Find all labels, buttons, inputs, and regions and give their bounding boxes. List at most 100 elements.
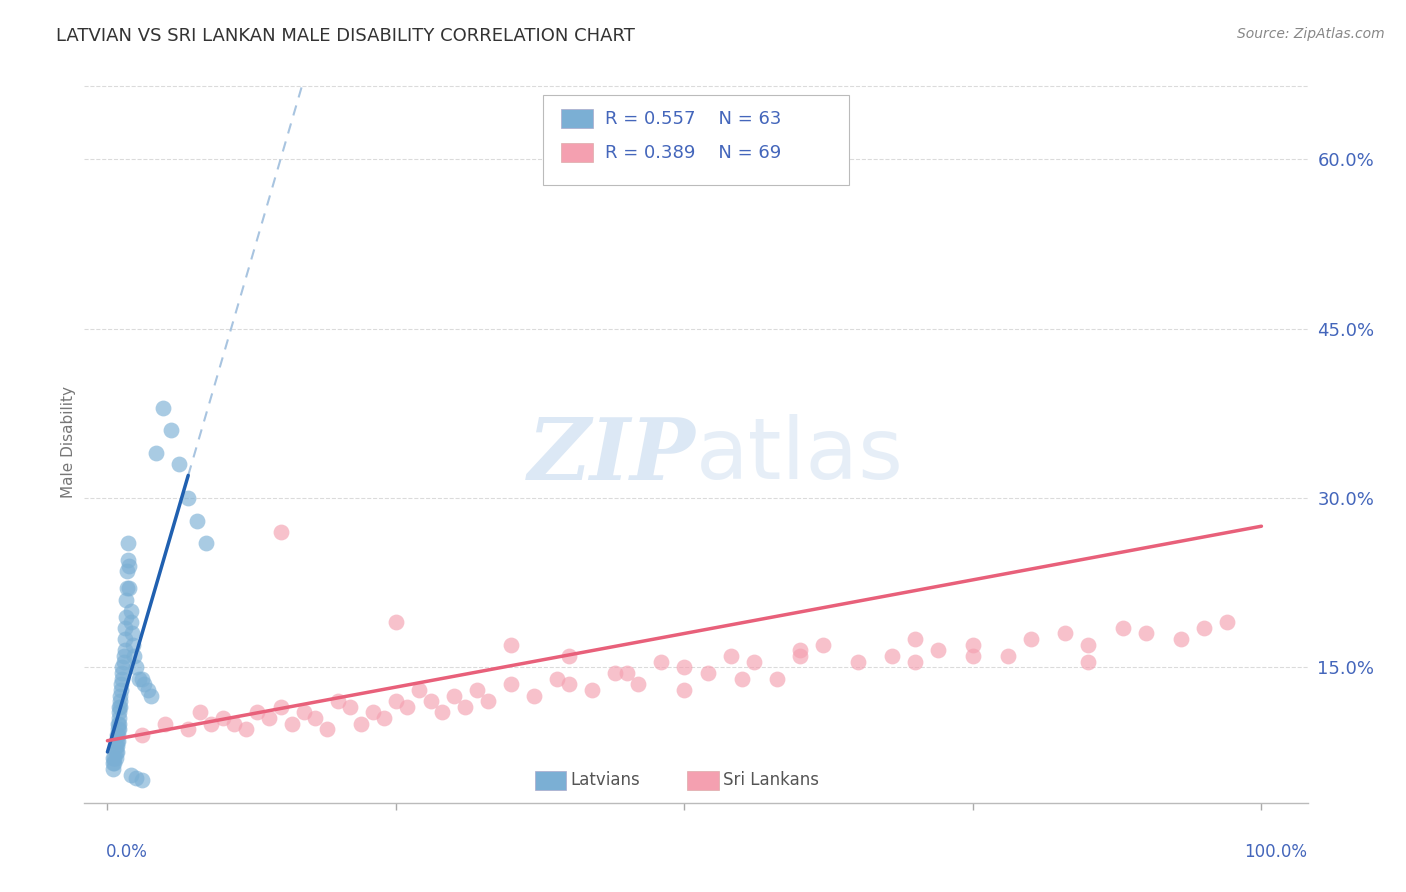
Point [105,739,128,754]
Point [110,677,132,691]
Point [108,699,131,714]
Point [1077,638,1099,652]
Point [136,682,159,697]
Point [120,604,142,618]
Text: Latvians: Latvians [569,771,640,789]
Point [765,672,787,686]
Text: Sri Lankans: Sri Lankans [723,771,818,789]
Point [1077,655,1099,669]
Point [103,750,125,764]
Point [501,677,523,691]
Point [224,716,246,731]
Point [246,706,269,720]
FancyBboxPatch shape [534,771,567,789]
Point [186,514,208,528]
Point [396,699,419,714]
Point [103,756,125,771]
Point [117,553,139,567]
Point [581,682,603,697]
Point [270,524,292,539]
Point [125,771,148,785]
Point [558,648,581,663]
Point [696,665,718,680]
Text: 0.0%: 0.0% [105,843,148,861]
Point [281,716,304,731]
Point [419,694,441,708]
Point [120,767,142,781]
Point [328,694,350,708]
Point [304,711,326,725]
Point [194,536,217,550]
Point [385,694,408,708]
Text: R = 0.389    N = 69: R = 0.389 N = 69 [606,144,782,161]
Point [211,711,233,725]
Point [177,723,200,737]
Point [1019,632,1042,646]
Point [742,655,765,669]
Point [141,689,163,703]
Text: ZIP: ZIP [529,414,696,498]
Point [673,682,696,697]
Point [152,401,174,415]
Point [1135,626,1157,640]
Text: R = 0.557    N = 63: R = 0.557 N = 63 [606,110,782,128]
Point [1054,626,1077,640]
Point [108,711,131,725]
Point [1216,615,1239,630]
Point [167,457,190,471]
Point [292,706,315,720]
Text: atlas: atlas [696,415,904,498]
Point [200,716,222,731]
Point [112,648,135,663]
Point [104,739,127,754]
Point [315,723,337,737]
Point [103,762,125,776]
Point [605,665,627,680]
Point [108,699,131,714]
Point [118,582,141,596]
Point [616,665,638,680]
Point [846,655,869,669]
Point [373,711,395,725]
Point [361,706,384,720]
Point [121,626,143,640]
Point [105,733,128,747]
Point [153,716,176,731]
Point [108,706,131,720]
Point [105,728,128,742]
Point [115,565,138,579]
Point [108,694,131,708]
Point [111,672,134,686]
Point [789,648,811,663]
Point [789,643,811,657]
Point [962,638,984,652]
Point [731,672,754,686]
Point [103,750,125,764]
Point [430,706,453,720]
Text: LATVIAN VS SRI LANKAN MALE DISABILITY CORRELATION CHART: LATVIAN VS SRI LANKAN MALE DISABILITY CO… [56,27,636,45]
Point [145,446,167,460]
Point [454,699,477,714]
Point [112,655,135,669]
Point [120,615,142,630]
Point [385,615,408,630]
Point [114,643,136,657]
Point [105,745,128,759]
Point [177,491,200,505]
Point [103,756,125,771]
Point [131,728,153,742]
Point [1170,632,1192,646]
Point [118,558,141,573]
Y-axis label: Male Disability: Male Disability [60,385,76,498]
Point [110,682,132,697]
Point [673,660,696,674]
Point [107,716,129,731]
Point [115,609,138,624]
Point [111,665,134,680]
FancyBboxPatch shape [561,109,593,128]
Point [122,648,145,663]
Point [114,632,136,646]
Point [107,723,129,737]
Point [107,733,129,747]
Point [477,694,499,708]
